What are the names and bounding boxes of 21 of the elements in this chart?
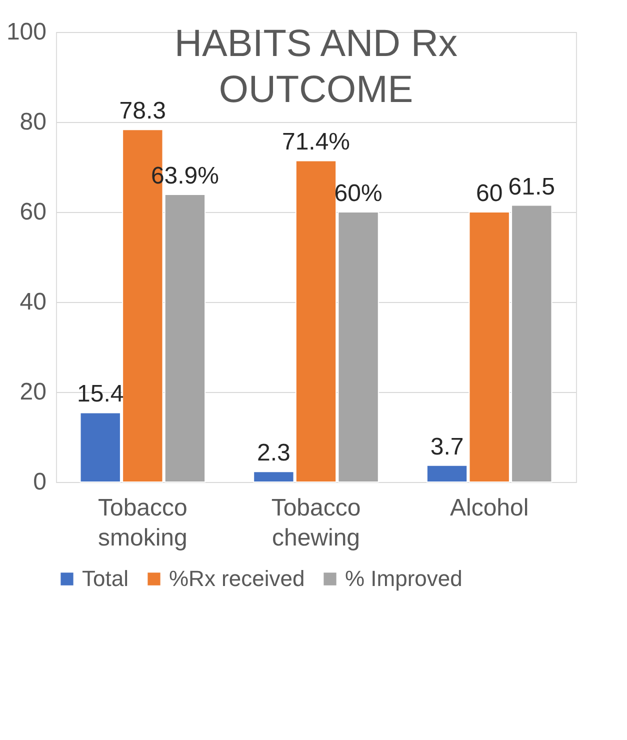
data-label: 60% bbox=[334, 180, 382, 207]
chart-title: HABITS AND Rx OUTCOME bbox=[174, 23, 458, 111]
y-tick-label: 80 bbox=[20, 108, 46, 136]
data-label: 71.4% bbox=[282, 128, 350, 156]
legend-label: %Rx received bbox=[169, 566, 305, 591]
data-label: 3.7 bbox=[430, 433, 464, 460]
y-tick-label: 40 bbox=[20, 288, 46, 316]
y-tick-label: 100 bbox=[6, 18, 46, 46]
data-label: 15.4 bbox=[77, 380, 124, 408]
y-tick-label: 20 bbox=[20, 378, 46, 406]
legend-label: % Improved bbox=[345, 566, 462, 591]
x-tick-label: Alcohol bbox=[450, 494, 529, 522]
x-tick-label: Tobacco smoking bbox=[98, 494, 188, 552]
data-label: 2.3 bbox=[257, 440, 290, 467]
data-label: 78.3 bbox=[119, 98, 166, 125]
y-tick-label: 60 bbox=[20, 198, 46, 226]
legend-label: Total bbox=[82, 566, 128, 591]
data-label: 60 bbox=[476, 180, 503, 207]
data-label: 61.5 bbox=[508, 173, 555, 200]
x-tick-label: Tobacco chewing bbox=[271, 494, 361, 552]
y-tick-label: 0 bbox=[33, 468, 46, 496]
